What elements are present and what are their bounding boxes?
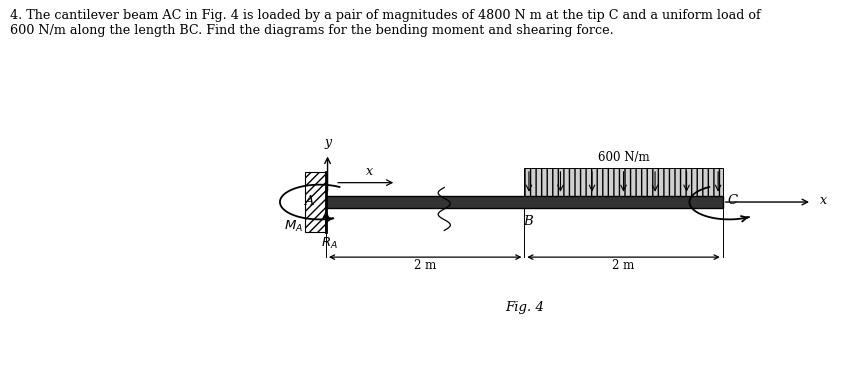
- Text: 2 m: 2 m: [414, 259, 436, 272]
- Text: 600 N/m: 600 N/m: [598, 151, 649, 163]
- Text: y: y: [324, 135, 331, 149]
- Text: $M_A$: $M_A$: [284, 220, 303, 234]
- Polygon shape: [525, 168, 722, 196]
- Text: Fig. 4: Fig. 4: [505, 301, 544, 314]
- Text: 2 m: 2 m: [612, 259, 635, 272]
- Text: 4. The cantilever beam AC in Fig. 4 is loaded by a pair of magnitudes of 4800 N : 4. The cantilever beam AC in Fig. 4 is l…: [10, 9, 761, 37]
- Text: C: C: [728, 194, 737, 207]
- Text: B: B: [523, 215, 533, 228]
- Text: A: A: [304, 195, 313, 208]
- Text: $R_A$: $R_A$: [321, 235, 337, 251]
- Polygon shape: [326, 196, 722, 208]
- Text: x: x: [820, 194, 826, 207]
- Polygon shape: [304, 172, 326, 232]
- Text: x: x: [366, 165, 373, 178]
